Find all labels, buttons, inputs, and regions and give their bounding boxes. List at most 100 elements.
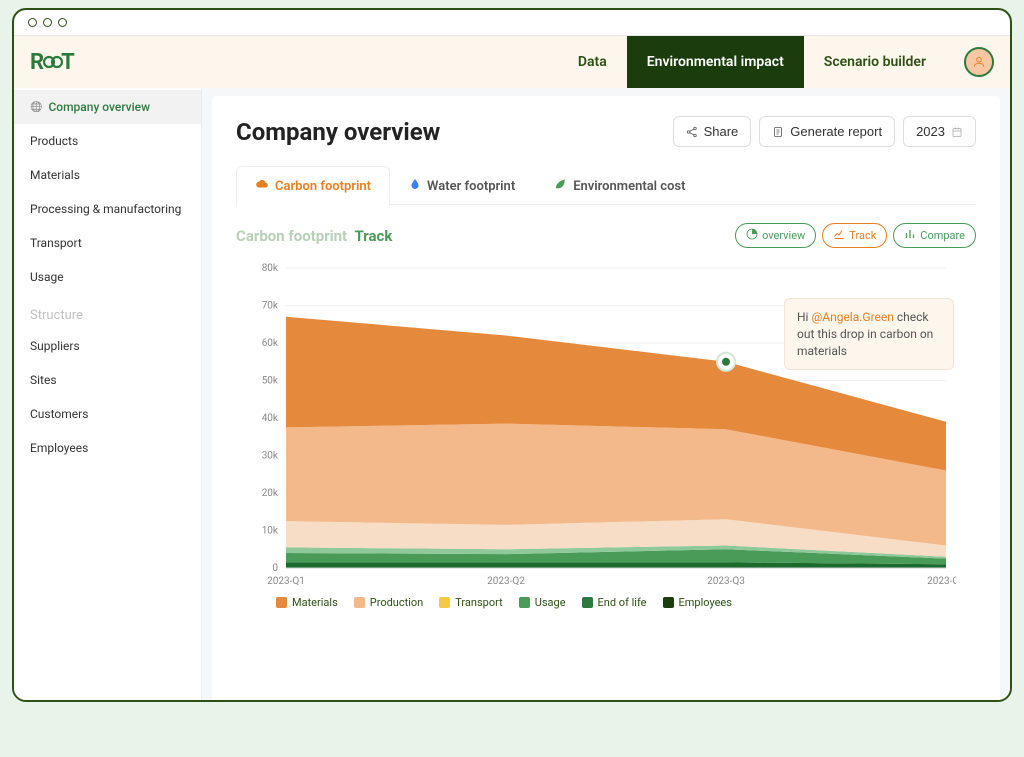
sidebar-item[interactable]: Usage bbox=[14, 260, 201, 294]
svg-text:2023-Q1: 2023-Q1 bbox=[267, 576, 305, 587]
chart-title-view: Track bbox=[354, 227, 392, 245]
pie-chart-icon bbox=[746, 228, 758, 243]
tab-label: Environmental cost bbox=[573, 179, 685, 194]
leaf-icon bbox=[553, 177, 567, 195]
sidebar-item[interactable]: Transport bbox=[14, 226, 201, 260]
share-label: Share bbox=[704, 124, 739, 139]
view-pill-compare[interactable]: Compare bbox=[893, 223, 976, 248]
legend-swatch bbox=[582, 597, 593, 608]
main-panel: Company overview Share Generate report 2… bbox=[212, 96, 1000, 700]
page-title: Company overview bbox=[236, 118, 440, 146]
chart-header: Carbon footprint Track overview Track Comp… bbox=[236, 223, 976, 248]
brand-logo[interactable]: RT bbox=[30, 50, 76, 75]
sidebar-item[interactable]: Suppliers bbox=[14, 329, 201, 363]
generate-report-button[interactable]: Generate report bbox=[759, 116, 895, 147]
svg-text:30k: 30k bbox=[262, 451, 279, 462]
year-label: 2023 bbox=[916, 124, 945, 139]
svg-text:2023-Q3: 2023-Q3 bbox=[707, 576, 745, 587]
svg-text:10k: 10k bbox=[262, 526, 279, 537]
legend-item[interactable]: Production bbox=[354, 596, 423, 609]
drop-icon bbox=[409, 177, 421, 195]
page-actions: Share Generate report 2023 bbox=[673, 116, 976, 147]
share-button[interactable]: Share bbox=[673, 116, 752, 147]
share-icon bbox=[686, 126, 698, 138]
sidebar-item[interactable]: Customers bbox=[14, 397, 201, 431]
document-icon bbox=[772, 126, 784, 138]
legend-swatch bbox=[439, 597, 450, 608]
line-chart-icon bbox=[833, 228, 845, 243]
bar-chart-icon bbox=[904, 228, 916, 243]
legend-item[interactable]: Materials bbox=[276, 596, 338, 609]
legend-swatch bbox=[519, 597, 530, 608]
svg-text:50k: 50k bbox=[262, 376, 279, 387]
chart-legend: Materials Production Transport Usage End of … bbox=[236, 596, 976, 609]
top-nav: DataEnvironmental impactScenario builder bbox=[558, 36, 946, 88]
avatar[interactable] bbox=[964, 47, 994, 77]
cloud-icon bbox=[255, 177, 269, 195]
legend-label: Employees bbox=[679, 596, 732, 609]
sidebar-item[interactable]: Company overview bbox=[14, 90, 201, 124]
legend-item[interactable]: End of life bbox=[582, 596, 647, 609]
annotation-text: Hi bbox=[797, 310, 811, 324]
svg-text:60k: 60k bbox=[262, 338, 279, 349]
tab-label: Water footprint bbox=[427, 179, 515, 194]
tab[interactable]: Carbon footprint bbox=[236, 166, 390, 205]
svg-text:0: 0 bbox=[272, 563, 278, 574]
legend-label: Transport bbox=[455, 596, 502, 609]
sidebar-item[interactable]: Materials bbox=[14, 158, 201, 192]
topbar: RT DataEnvironmental impactScenario buil… bbox=[14, 36, 1010, 88]
sidebar-item[interactable]: Products bbox=[14, 124, 201, 158]
browser-frame: RT DataEnvironmental impactScenario buil… bbox=[12, 8, 1012, 702]
legend-label: Materials bbox=[292, 596, 338, 609]
topnav-item[interactable]: Data bbox=[558, 36, 627, 88]
legend-swatch bbox=[663, 597, 674, 608]
legend-swatch bbox=[354, 597, 365, 608]
topnav-item[interactable]: Environmental impact bbox=[627, 36, 804, 88]
footprint-tabs: Carbon footprint Water footprint Environme… bbox=[236, 165, 976, 205]
sidebar-item[interactable]: Employees bbox=[14, 431, 201, 465]
legend-item[interactable]: Usage bbox=[519, 596, 566, 609]
annotation-mention[interactable]: @Angela.Green bbox=[811, 310, 893, 324]
tab[interactable]: Water footprint bbox=[390, 166, 534, 205]
sidebar-item[interactable]: Processing & manufactoring bbox=[14, 192, 201, 226]
pill-label: overview bbox=[762, 229, 805, 242]
tab-label: Carbon footprint bbox=[275, 179, 371, 194]
window-dot[interactable] bbox=[28, 18, 37, 27]
svg-text:2023-Q4: 2023-Q4 bbox=[927, 576, 956, 587]
sidebar-section-label: Structure bbox=[14, 294, 201, 329]
topnav-item[interactable]: Scenario builder bbox=[804, 36, 946, 88]
svg-text:20k: 20k bbox=[262, 488, 279, 499]
window-dot[interactable] bbox=[58, 18, 67, 27]
legend-label: Production bbox=[370, 596, 423, 609]
view-pill-overview[interactable]: overview bbox=[735, 223, 816, 248]
page-header: Company overview Share Generate report 2… bbox=[236, 116, 976, 147]
legend-swatch bbox=[276, 597, 287, 608]
view-pill-track[interactable]: Track bbox=[822, 223, 887, 248]
pill-label: Track bbox=[849, 229, 876, 242]
chart-title-context: Carbon footprint bbox=[236, 227, 347, 245]
sidebar: Company overviewProductsMaterialsProcess… bbox=[14, 88, 202, 700]
legend-item[interactable]: Transport bbox=[439, 596, 502, 609]
svg-text:70k: 70k bbox=[262, 301, 279, 312]
year-picker[interactable]: 2023 bbox=[903, 116, 976, 147]
chart-annotation[interactable]: Hi @Angela.Green check out this drop in … bbox=[784, 298, 954, 370]
legend-item[interactable]: Employees bbox=[663, 596, 732, 609]
tab[interactable]: Environmental cost bbox=[534, 166, 704, 205]
window-controls bbox=[14, 10, 1010, 36]
legend-label: Usage bbox=[535, 596, 566, 609]
chart-container: 0 10k 20k 30k 40k 50k 60k 70k 80k 2023-Q1 2023-Q2 2… bbox=[236, 258, 976, 588]
svg-text:40k: 40k bbox=[262, 413, 279, 424]
annotation-marker[interactable] bbox=[722, 358, 730, 366]
calendar-icon bbox=[951, 126, 963, 138]
sidebar-item[interactable]: Sites bbox=[14, 363, 201, 397]
user-icon bbox=[972, 55, 986, 69]
svg-text:2023-Q2: 2023-Q2 bbox=[487, 576, 525, 587]
generate-label: Generate report bbox=[790, 124, 882, 139]
svg-text:80k: 80k bbox=[262, 263, 279, 274]
chart-view-switcher: overview Track Compare bbox=[735, 223, 976, 248]
window-dot[interactable] bbox=[43, 18, 52, 27]
shell: Company overviewProductsMaterialsProcess… bbox=[14, 88, 1010, 700]
chart-title: Carbon footprint Track bbox=[236, 227, 392, 245]
legend-label: End of life bbox=[598, 596, 647, 609]
logo-icon bbox=[43, 52, 63, 72]
